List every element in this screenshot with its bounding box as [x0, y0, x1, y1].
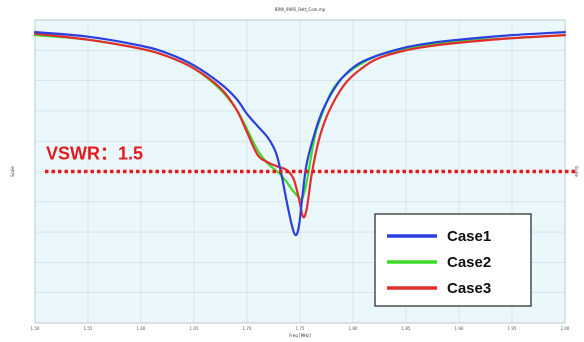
- x-tick-label: 1.60: [137, 326, 146, 331]
- series-line-case1: [33, 31, 567, 237]
- series-lines: [33, 31, 567, 237]
- x-tick-label: 1.80: [349, 326, 358, 331]
- chart-title: BRW_9995_Rett_Com.mp: [275, 7, 326, 12]
- x-tick-label: 1.75: [296, 326, 305, 331]
- ticks: 1.50 1.55 1.60 1.65 1.70 1.75 1.80 1.85 1.90 1.95…: [31, 326, 570, 331]
- legend-label-case3: Case3: [447, 280, 491, 297]
- x-tick-label: 1.90: [455, 326, 464, 331]
- x-tick-label: 1.50: [31, 326, 40, 331]
- x-tick-label: 2.00: [561, 326, 570, 331]
- y-axis-label-right: Scale: [574, 166, 579, 177]
- vswr-annotation: VSWR：1.5: [46, 144, 143, 164]
- legend-label-case2: Case2: [447, 254, 491, 271]
- x-axis-label: Freq [MHz]: [289, 333, 311, 338]
- x-tick-label: 1.65: [190, 326, 199, 331]
- x-tick-label: 1.55: [84, 326, 93, 331]
- x-tick-label: 1.85: [402, 326, 411, 331]
- legend-label-case1: Case1: [447, 228, 491, 245]
- legend-box: [374, 213, 532, 307]
- legend: Case1 Case2 Case3: [374, 213, 532, 307]
- y-axis-label: Scale: [10, 166, 15, 177]
- x-tick-label: 1.70: [243, 326, 252, 331]
- x-tick-label: 1.95: [508, 326, 517, 331]
